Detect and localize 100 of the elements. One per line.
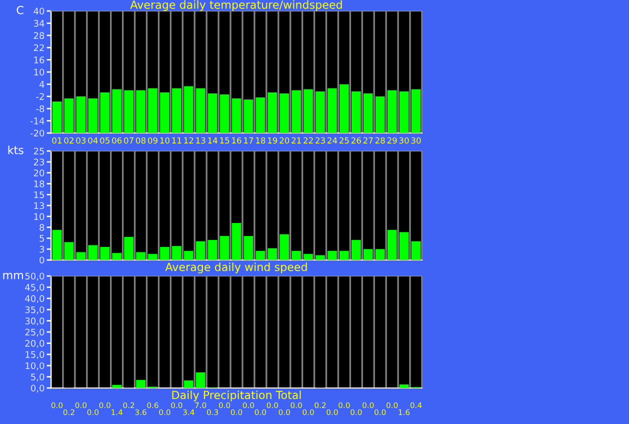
- bar: [328, 88, 337, 133]
- x-tick-label: 30: [399, 137, 409, 144]
- bar: [375, 249, 385, 260]
- x-tick-label: 26: [351, 137, 361, 144]
- bar: [136, 252, 146, 260]
- y-tick-label: 16: [34, 56, 44, 64]
- bar: [112, 253, 122, 260]
- x-tick-label: 29: [387, 137, 397, 144]
- bar: [64, 98, 74, 133]
- y-tick-label: -2: [36, 93, 44, 100]
- x-tick-label: 12: [184, 137, 194, 144]
- y-tick-label: 45,0: [25, 284, 44, 292]
- bar: [160, 92, 170, 133]
- chart-title: Average daily temperature/windspeed: [130, 0, 342, 11]
- bar: [136, 380, 146, 388]
- y-tick-label: -20: [30, 130, 44, 137]
- y-tick-label: 22: [34, 44, 44, 52]
- y-tick-label: 15: [34, 191, 44, 198]
- y-axis-title: kts: [8, 146, 24, 154]
- bar: [220, 94, 230, 133]
- y-tick-label: 20,0: [25, 340, 44, 348]
- y-tick-label: 50,0: [25, 272, 44, 280]
- y-tick-label: 40: [34, 8, 44, 15]
- bar: [172, 246, 182, 260]
- bar: [184, 380, 194, 388]
- bar: [399, 91, 409, 133]
- bar: [256, 250, 266, 260]
- x-tick-label: 25: [340, 137, 349, 144]
- y-tick-label: 34: [34, 20, 44, 27]
- bar: [232, 98, 242, 133]
- x-tick-label: 02: [64, 137, 74, 144]
- bar: [375, 96, 385, 133]
- bar: [208, 240, 218, 260]
- bar: [76, 96, 86, 133]
- y-tick-label: 10: [34, 213, 44, 220]
- bar: [363, 93, 373, 133]
- x-tick-label: 20: [280, 137, 290, 144]
- y-tick-label: 13: [34, 202, 44, 210]
- x-tick-label: 23: [316, 137, 325, 144]
- x-tick-label: 17: [244, 137, 254, 144]
- bar: [64, 242, 74, 260]
- bar: [280, 93, 290, 133]
- x-tick-label: 18: [256, 137, 266, 144]
- x-tick-label: 24: [328, 137, 338, 144]
- bar: [196, 88, 206, 133]
- x-tick-label: 04: [88, 137, 98, 144]
- bar: [363, 249, 373, 260]
- y-tick-label: 3: [40, 246, 44, 253]
- y-tick-label: -8: [36, 105, 44, 112]
- x-tick-label: 07: [124, 137, 134, 144]
- bar: [124, 236, 134, 260]
- bar: [124, 90, 134, 133]
- bar: [399, 232, 409, 260]
- y-tick-label: 25,0: [25, 328, 44, 336]
- bar: [244, 236, 254, 260]
- bar: [100, 246, 110, 260]
- y-tick-label: 23: [34, 158, 44, 166]
- x-tick-label: 27: [363, 137, 373, 144]
- y-tick-label: 8: [40, 224, 44, 231]
- x-tick-label: 28: [375, 137, 385, 144]
- x-tick-label: 10: [160, 137, 170, 144]
- bar: [100, 92, 110, 133]
- bar: [387, 230, 397, 260]
- y-tick-label: 5: [40, 235, 44, 242]
- bar: [292, 90, 302, 133]
- x-tick-label: 21: [292, 137, 301, 144]
- bar: [268, 248, 278, 260]
- bar: [316, 91, 325, 133]
- bar: [268, 92, 278, 133]
- y-tick-label: 0,0: [30, 384, 44, 392]
- bar: [232, 222, 242, 260]
- bar: [112, 384, 122, 388]
- x-tick-label: 14: [208, 137, 218, 144]
- bar: [316, 255, 325, 260]
- bar: [196, 241, 206, 260]
- bar: [352, 240, 361, 260]
- bar: [399, 384, 409, 388]
- bar: [292, 250, 302, 260]
- bar: [196, 372, 206, 388]
- y-tick-label: 10,0: [26, 362, 44, 370]
- y-tick-label: 28: [34, 32, 44, 39]
- x-tick-label: 09: [148, 137, 158, 144]
- text: Daily Precipitation Total: [172, 390, 301, 402]
- y-tick-label: 20: [34, 170, 44, 176]
- bar: [172, 88, 182, 133]
- bar: [411, 89, 421, 133]
- y-tick-label: 5,0: [31, 374, 44, 382]
- y-tick-label: -14: [30, 118, 44, 124]
- bar: [352, 91, 361, 133]
- x-tick-label: 30: [411, 137, 421, 144]
- bar: [280, 234, 290, 260]
- bar: [244, 99, 254, 133]
- bar: [88, 245, 98, 260]
- y-tick-label: 15,0: [26, 351, 44, 359]
- bar: [340, 84, 349, 133]
- y-tick-label: 10: [34, 68, 44, 76]
- y-axis-title: C: [16, 6, 24, 14]
- bar: [52, 101, 62, 133]
- bar: [184, 250, 194, 260]
- bar: [256, 97, 266, 133]
